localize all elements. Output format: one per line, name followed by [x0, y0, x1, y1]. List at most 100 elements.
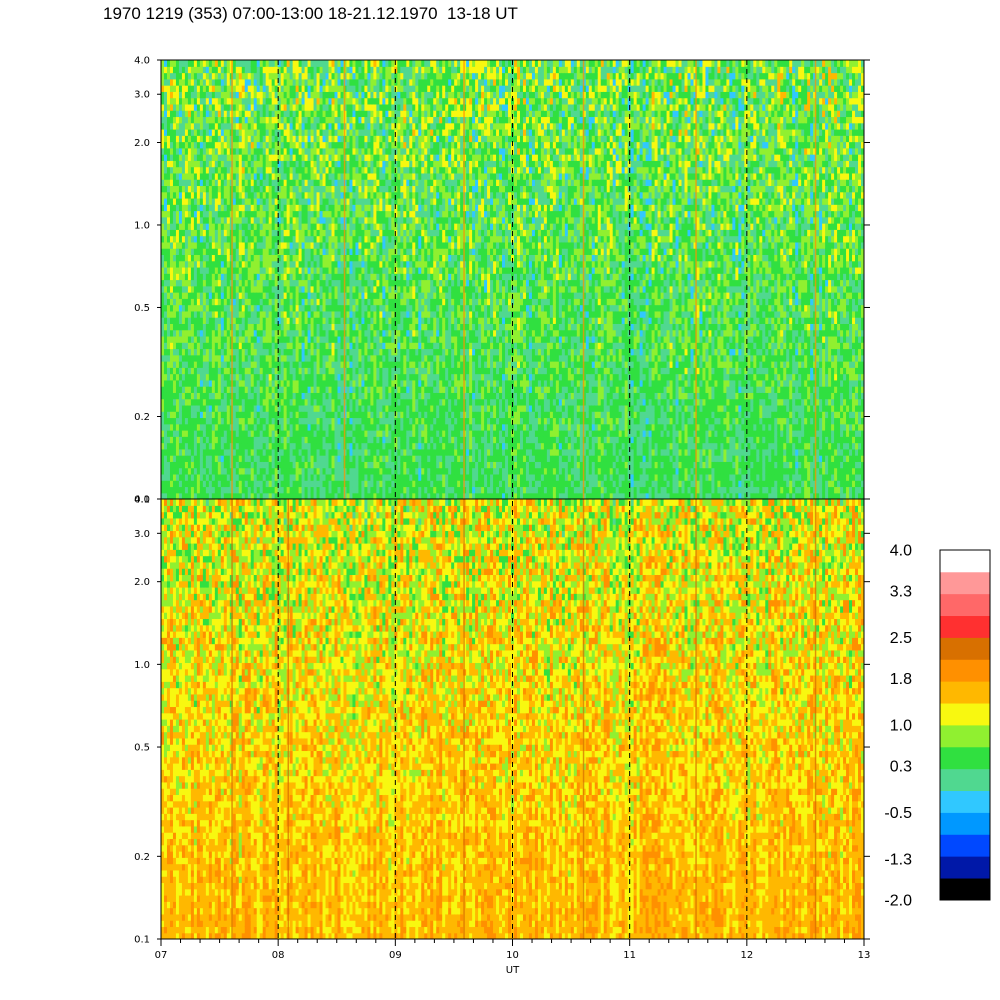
heatmap-cell: [268, 266, 273, 274]
heatmap-cell: [298, 235, 303, 243]
heatmap-cell: [184, 430, 189, 437]
heatmap-cell: [178, 486, 183, 494]
heatmap-cell: [226, 423, 231, 431]
heatmap-cell: [169, 128, 174, 136]
heatmap-cell: [244, 266, 249, 274]
heatmap-cell: [334, 172, 339, 180]
heatmap-cell: [161, 379, 165, 387]
heatmap-cell: [202, 191, 207, 199]
heatmap-cell: [199, 204, 204, 212]
heatmap-cell: [199, 348, 204, 356]
heatmap-cell: [268, 342, 273, 350]
heatmap-cell: [331, 386, 336, 393]
heatmap-cell: [316, 179, 321, 187]
heatmap-cell: [322, 317, 327, 324]
heatmap-cell: [175, 128, 180, 136]
heatmap-cell: [322, 210, 327, 218]
heatmap-cell: [334, 223, 339, 230]
heatmap-cell: [310, 147, 315, 155]
heatmap-cell: [328, 417, 333, 425]
heatmap-cell: [199, 442, 204, 450]
heatmap-cell: [208, 392, 213, 400]
heatmap-cell: [187, 285, 192, 293]
heatmap-cell: [199, 417, 204, 425]
heatmap-cell: [274, 323, 279, 331]
heatmap-cell: [190, 442, 195, 450]
heatmap-cell: [271, 135, 276, 143]
heatmap-cell: [322, 310, 327, 318]
heatmap-cell: [289, 461, 294, 469]
heatmap-cell: [208, 379, 213, 387]
heatmap-cell: [253, 323, 258, 331]
heatmap-cell: [220, 116, 225, 124]
heatmap-cell: [247, 72, 252, 80]
heatmap-cell: [250, 78, 255, 86]
heatmap-cell: [226, 160, 231, 168]
heatmap-cell: [301, 166, 306, 174]
heatmap-cell: [193, 285, 198, 293]
heatmap-cell: [307, 292, 312, 299]
heatmap-cell: [193, 254, 198, 262]
heatmap-cell: [226, 392, 231, 400]
heatmap-cell: [298, 197, 303, 205]
heatmap-cell: [265, 191, 270, 199]
heatmap-cell: [253, 66, 258, 74]
heatmap-cell: [295, 486, 300, 494]
heatmap-cell: [196, 335, 201, 343]
heatmap-cell: [292, 260, 297, 268]
heatmap-cell: [190, 467, 195, 475]
heatmap-cell: [283, 348, 288, 356]
heatmap-cell: [172, 486, 177, 494]
heatmap-cell: [334, 404, 339, 412]
heatmap-cell: [172, 185, 177, 193]
heatmap-cell: [325, 379, 330, 387]
heatmap-cell: [199, 304, 204, 312]
heatmap-cell: [271, 160, 276, 168]
heatmap-cell: [199, 78, 204, 86]
heatmap-cell: [271, 147, 276, 155]
heatmap-cell: [205, 348, 210, 356]
heatmap-cell: [322, 166, 327, 174]
heatmap-cell: [253, 348, 258, 356]
heatmap-cell: [277, 417, 282, 425]
heatmap-cell: [316, 430, 321, 437]
heatmap-cell: [262, 78, 267, 86]
heatmap-cell: [280, 147, 285, 155]
heatmap-cell: [184, 473, 189, 481]
heatmap-cell: [172, 317, 177, 324]
heatmap-cell: [175, 398, 180, 406]
heatmap-cell: [319, 423, 324, 431]
heatmap-cell: [199, 103, 204, 111]
heatmap-cell: [175, 85, 180, 92]
heatmap-cell: [235, 430, 240, 437]
heatmap-cell: [214, 166, 219, 174]
heatmap-cell: [187, 404, 192, 412]
heatmap-cell: [211, 78, 216, 86]
heatmap-cell: [283, 78, 288, 86]
heatmap-cell: [298, 342, 303, 350]
heatmap-cell: [256, 110, 261, 118]
heatmap-cell: [310, 110, 315, 118]
heatmap-cell: [178, 386, 183, 393]
heatmap-cell: [211, 241, 216, 249]
heatmap-cell: [310, 348, 315, 356]
heatmap-cell: [292, 423, 297, 431]
heatmap-cell: [304, 279, 309, 287]
heatmap-cell: [331, 60, 336, 67]
heatmap-cell: [277, 398, 282, 406]
heatmap-cell: [169, 248, 174, 256]
heatmap-cell: [226, 285, 231, 293]
heatmap-cell: [220, 323, 225, 331]
heatmap-cell: [310, 279, 315, 287]
heatmap-cell: [274, 110, 279, 118]
heatmap-cell: [161, 216, 165, 224]
heatmap-cell: [274, 216, 279, 224]
heatmap-cell: [304, 386, 309, 393]
heatmap-cell: [205, 154, 210, 161]
heatmap-cell: [292, 455, 297, 462]
heatmap-cell: [161, 461, 165, 469]
heatmap-cell: [256, 392, 261, 400]
heatmap-cell: [163, 128, 168, 136]
heatmap-cell: [256, 72, 261, 80]
heatmap-cell: [184, 285, 189, 293]
